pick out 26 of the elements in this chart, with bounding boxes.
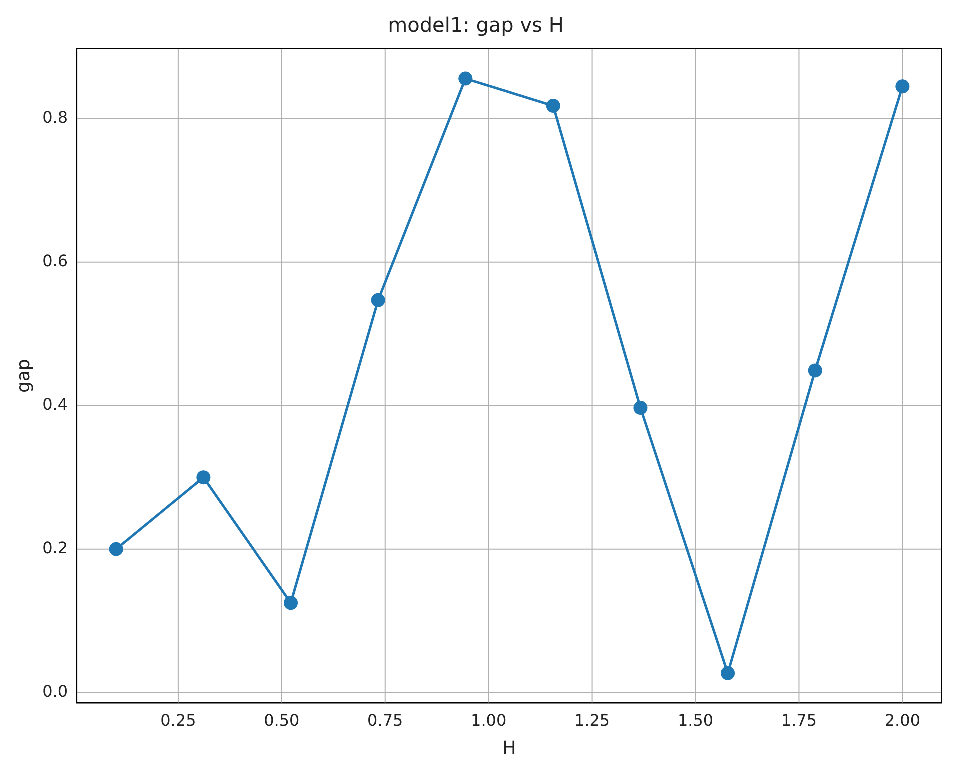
point [808, 364, 822, 378]
y-tick-label: 0.0 [42, 682, 68, 701]
point [371, 293, 386, 308]
y-tick-label: 0.6 [42, 252, 68, 271]
y-tick-label: 0.8 [42, 108, 68, 128]
y-tick-label: 0.2 [42, 538, 68, 558]
point [196, 470, 211, 485]
point [458, 72, 473, 86]
x-axis-title: H [502, 738, 516, 759]
y-axis-title: gap [13, 359, 34, 394]
x-tick-label: 1.00 [471, 710, 507, 730]
chart-title: model1: gap vs H [388, 13, 564, 38]
x-tick-label: 1.75 [781, 710, 818, 730]
point [284, 596, 298, 610]
y-tick-label: 0.4 [42, 395, 68, 414]
x-tick-label: 0.75 [368, 710, 404, 730]
x-tick-label: 1.25 [574, 710, 610, 730]
point [634, 401, 648, 416]
point [109, 542, 124, 556]
x-tick-label: 0.50 [264, 710, 300, 730]
x-tick-label: 0.25 [160, 710, 196, 730]
x-tick-label: 2.00 [884, 710, 920, 730]
x-tick-label: 1.50 [678, 710, 714, 730]
point [896, 80, 910, 94]
point [721, 666, 736, 680]
point [546, 99, 560, 114]
